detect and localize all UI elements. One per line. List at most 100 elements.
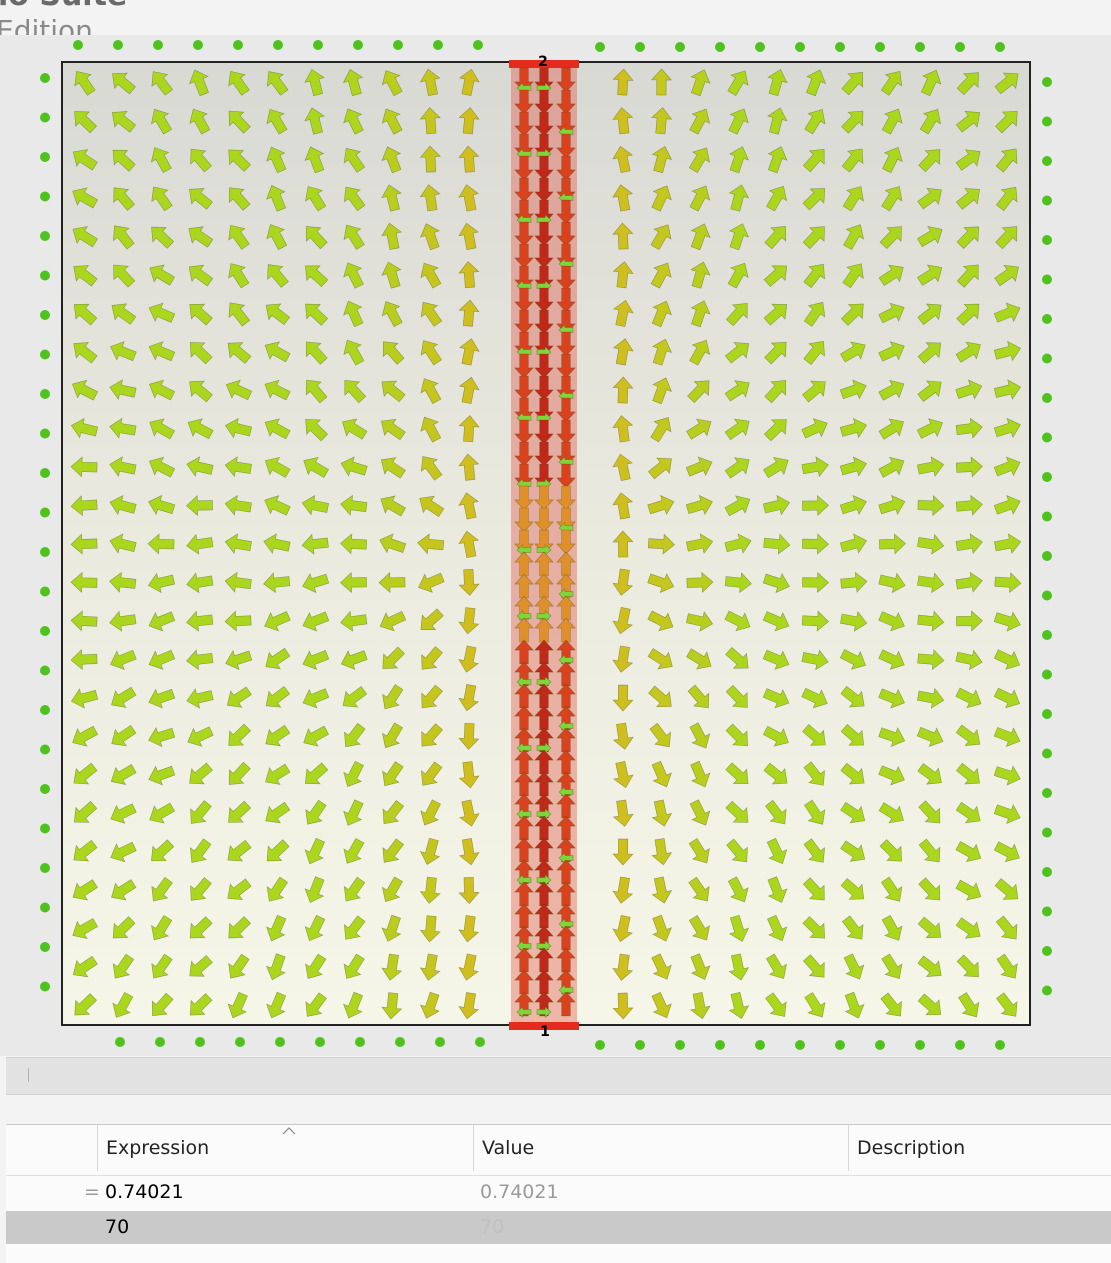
- field-arrow: [881, 108, 903, 135]
- via: [715, 1040, 725, 1050]
- field-arrow: [458, 877, 480, 904]
- field-arrow: [878, 802, 904, 824]
- column-header[interactable]: Value: [473, 1125, 849, 1171]
- field-arrow: [803, 799, 826, 825]
- field-arrow: [651, 146, 673, 174]
- field-arrow: [839, 456, 867, 477]
- field-arrow: [994, 72, 1019, 95]
- field-arrow: [842, 263, 864, 289]
- via: [40, 349, 50, 360]
- field-arrow: [727, 70, 749, 96]
- field-arrow: [536, 742, 552, 754]
- field-arrow: [151, 71, 173, 96]
- field-arrow: [148, 302, 176, 323]
- field-arrow: [420, 761, 443, 786]
- field-arrow: [189, 916, 213, 939]
- field-arrow: [920, 69, 942, 97]
- field-arrow: [72, 149, 98, 171]
- field-arrow: [651, 953, 672, 980]
- field-arrow: [612, 645, 634, 673]
- via: [1042, 195, 1052, 206]
- field-arrow: [534, 111, 554, 137]
- expression-cell[interactable]: 70: [105, 1216, 130, 1238]
- field-arrow: [764, 380, 787, 404]
- column-header[interactable]: Expression: [97, 1125, 473, 1171]
- field-arrow: [955, 417, 983, 439]
- field-arrow: [651, 799, 673, 827]
- field-arrow: [916, 726, 944, 747]
- via: [40, 152, 50, 162]
- field-arrow: [993, 456, 1021, 477]
- field-arrow: [381, 722, 404, 749]
- field-arrow: [534, 881, 554, 907]
- field-arrow: [265, 303, 291, 326]
- field-arrow: [612, 799, 634, 827]
- field-arrow: [381, 146, 402, 174]
- field-arrow: [612, 145, 633, 174]
- field-arrow: [686, 418, 712, 440]
- field-arrow: [381, 184, 402, 212]
- field-arrow: [382, 684, 404, 710]
- table-row-selected[interactable]: 70 70: [6, 1211, 1111, 1244]
- via: [40, 981, 50, 992]
- field-arrow: [458, 568, 480, 596]
- field-arrow: [725, 646, 749, 669]
- field-arrow: [802, 916, 826, 939]
- field-arrow: [379, 610, 407, 632]
- field-arrow: [304, 914, 326, 942]
- field-arrow: [955, 571, 983, 593]
- field-arrow: [343, 147, 366, 173]
- field-arrow: [724, 380, 750, 402]
- field-arrow: [189, 342, 213, 365]
- field-arrow: [534, 573, 554, 599]
- via: [315, 1037, 325, 1047]
- via: [595, 1040, 605, 1050]
- field-arrow: [689, 185, 711, 212]
- field-arrow: [224, 533, 252, 555]
- field-arrow: [344, 722, 366, 748]
- field-arrow: [458, 723, 480, 750]
- column-header[interactable]: Description: [848, 1125, 1111, 1171]
- vector-field-view[interactable]: 2 1: [0, 0, 1111, 1056]
- expression-cell[interactable]: 0.74021: [105, 1181, 184, 1203]
- field-arrow: [381, 992, 403, 1020]
- field-arrow: [458, 338, 480, 366]
- field-arrow: [918, 877, 941, 901]
- field-arrow: [514, 485, 534, 511]
- field-arrow: [187, 726, 214, 747]
- field-arrow: [802, 188, 826, 211]
- field-arrow: [727, 876, 749, 903]
- field-arrow: [227, 991, 248, 1019]
- via: [1042, 156, 1052, 166]
- field-arrow: [380, 457, 406, 479]
- field-arrow: [343, 224, 365, 250]
- field-arrow: [224, 494, 252, 516]
- via: [40, 73, 50, 83]
- field-arrow: [188, 226, 214, 248]
- field-arrow: [151, 992, 174, 1017]
- field-arrow: [190, 800, 212, 824]
- field-arrow: [189, 838, 212, 863]
- field-arrow: [228, 916, 252, 939]
- field-arrow: [225, 379, 253, 401]
- via: [40, 586, 50, 597]
- field-arrow: [148, 649, 176, 670]
- field-arrow: [514, 903, 534, 929]
- field-arrow: [880, 70, 903, 96]
- field-arrow: [802, 380, 826, 403]
- field-arrow: [190, 148, 212, 173]
- via: [835, 1040, 845, 1050]
- field-arrow: [650, 68, 673, 96]
- field-arrow: [556, 67, 576, 93]
- table-row[interactable]: = 0.74021 0.74021: [6, 1175, 1111, 1209]
- via: [1042, 709, 1052, 719]
- field-arrow: [878, 688, 905, 709]
- field-arrow: [840, 610, 868, 632]
- row-prefix: =: [84, 1181, 100, 1203]
- field-arrow: [762, 611, 790, 632]
- field-arrow: [534, 969, 554, 995]
- field-arrow: [556, 287, 576, 313]
- field-arrow: [556, 727, 576, 753]
- port-bar: [509, 1022, 579, 1030]
- field-arrow: [534, 639, 554, 665]
